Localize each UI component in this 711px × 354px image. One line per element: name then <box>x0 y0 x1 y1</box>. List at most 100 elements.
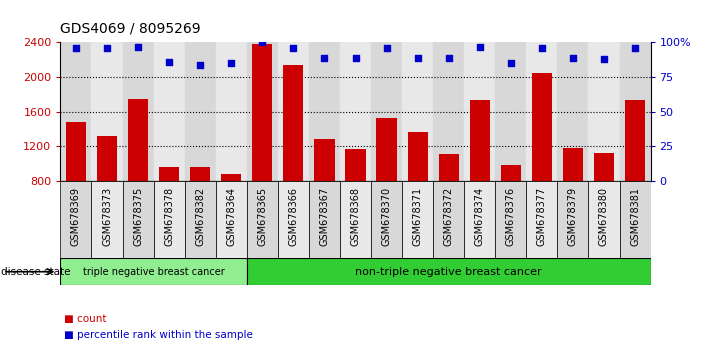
Bar <box>402 181 433 258</box>
Point <box>350 55 361 61</box>
Text: triple negative breast cancer: triple negative breast cancer <box>82 267 225 277</box>
Point <box>319 55 330 61</box>
Text: GSM678366: GSM678366 <box>289 187 299 246</box>
Point <box>288 45 299 51</box>
Bar <box>97 136 117 181</box>
Bar <box>185 42 215 181</box>
Bar <box>309 181 340 258</box>
Bar <box>190 167 210 181</box>
Point <box>195 62 206 67</box>
Bar <box>92 42 122 181</box>
Bar <box>122 181 154 258</box>
Bar <box>278 42 309 181</box>
Bar <box>340 42 371 181</box>
Bar <box>221 175 241 181</box>
Bar <box>346 149 365 181</box>
Point <box>132 44 144 50</box>
Text: disease state: disease state <box>1 267 71 277</box>
Point <box>70 45 82 51</box>
Point <box>164 59 175 65</box>
Bar <box>122 42 154 181</box>
Text: ■ percentile rank within the sample: ■ percentile rank within the sample <box>64 330 253 340</box>
Bar <box>464 181 496 258</box>
Bar <box>496 181 526 258</box>
Text: GSM678379: GSM678379 <box>568 187 578 246</box>
Bar <box>215 181 247 258</box>
Bar <box>433 42 464 181</box>
Bar <box>619 42 651 181</box>
Bar <box>433 181 464 258</box>
Text: GDS4069 / 8095269: GDS4069 / 8095269 <box>60 21 201 35</box>
Bar <box>128 98 148 181</box>
Text: GSM678369: GSM678369 <box>71 187 81 246</box>
Text: GSM678370: GSM678370 <box>382 187 392 246</box>
Bar <box>247 258 651 285</box>
Text: GSM678376: GSM678376 <box>506 187 515 246</box>
Text: GSM678364: GSM678364 <box>226 187 236 246</box>
Text: GSM678377: GSM678377 <box>537 187 547 246</box>
Bar <box>154 42 185 181</box>
Text: GSM678375: GSM678375 <box>133 187 143 246</box>
Bar <box>402 42 433 181</box>
Text: GSM678372: GSM678372 <box>444 187 454 246</box>
Point <box>598 56 609 62</box>
Bar <box>247 181 278 258</box>
Text: GSM678371: GSM678371 <box>412 187 422 246</box>
Text: GSM678367: GSM678367 <box>319 187 329 246</box>
Bar <box>619 181 651 258</box>
Bar <box>557 42 589 181</box>
Bar <box>376 118 397 181</box>
Bar <box>283 65 304 181</box>
Point <box>567 55 579 61</box>
Point <box>474 44 486 50</box>
Bar <box>159 167 179 181</box>
Bar <box>532 73 552 181</box>
Bar <box>215 42 247 181</box>
Bar <box>407 132 428 181</box>
Bar <box>625 100 645 181</box>
Text: GSM678380: GSM678380 <box>599 187 609 246</box>
Bar <box>439 154 459 181</box>
Point <box>629 45 641 51</box>
Bar <box>470 100 490 181</box>
Point <box>505 61 516 66</box>
Point <box>225 61 237 66</box>
Text: GSM678373: GSM678373 <box>102 187 112 246</box>
Text: GSM678381: GSM678381 <box>630 187 640 246</box>
Bar <box>589 42 619 181</box>
Bar <box>340 181 371 258</box>
Bar <box>371 42 402 181</box>
Bar <box>594 153 614 181</box>
Bar <box>563 148 583 181</box>
Point <box>412 55 423 61</box>
Point <box>443 55 454 61</box>
Bar <box>252 44 272 181</box>
Bar <box>501 165 521 181</box>
Text: GSM678382: GSM678382 <box>196 187 205 246</box>
Point <box>536 45 547 51</box>
Bar <box>526 42 557 181</box>
Bar <box>247 42 278 181</box>
Bar <box>66 122 86 181</box>
Text: GSM678374: GSM678374 <box>475 187 485 246</box>
Bar <box>464 42 496 181</box>
Bar <box>185 181 215 258</box>
Bar <box>314 139 335 181</box>
Bar <box>154 181 185 258</box>
Point <box>102 45 113 51</box>
Bar <box>60 181 92 258</box>
Point <box>257 40 268 45</box>
Bar <box>557 181 589 258</box>
Bar <box>60 42 92 181</box>
Text: GSM678365: GSM678365 <box>257 187 267 246</box>
Bar <box>526 181 557 258</box>
Text: GSM678378: GSM678378 <box>164 187 174 246</box>
Point <box>381 45 392 51</box>
Bar <box>589 181 619 258</box>
Bar <box>496 42 526 181</box>
Bar <box>371 181 402 258</box>
Bar <box>278 181 309 258</box>
Text: GSM678368: GSM678368 <box>351 187 360 246</box>
Bar <box>60 258 247 285</box>
Text: ■ count: ■ count <box>64 314 107 324</box>
